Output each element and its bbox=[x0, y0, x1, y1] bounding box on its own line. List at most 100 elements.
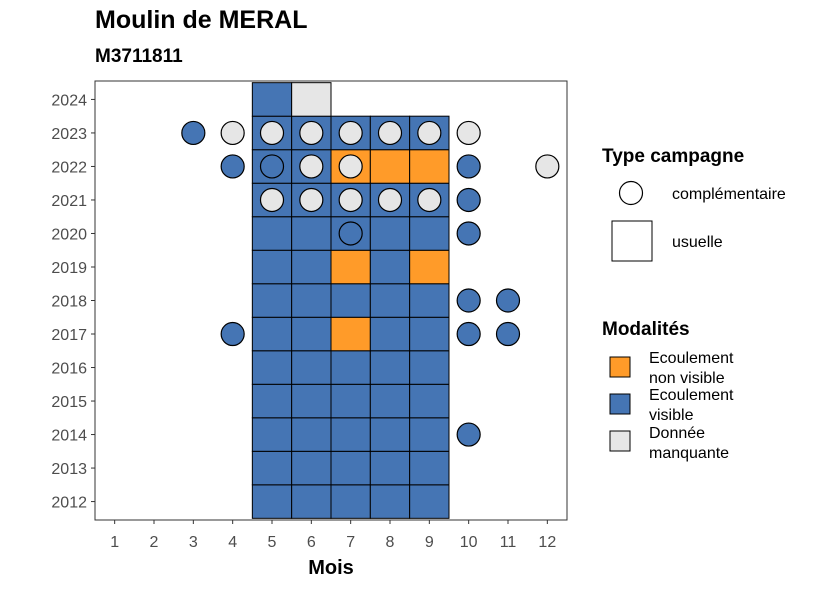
tile-2015-7 bbox=[330, 383, 371, 419]
y-tick-label-2017: 2017 bbox=[51, 327, 87, 344]
legend-label-complementaire: complémentaire bbox=[672, 186, 786, 203]
y-tick-label-2016: 2016 bbox=[51, 361, 87, 378]
tile-2018-5 bbox=[251, 283, 293, 318]
point-2022-10 bbox=[456, 154, 481, 179]
tile-2013-5 bbox=[251, 450, 293, 486]
y-tick-label-2013: 2013 bbox=[51, 461, 87, 478]
tile-2022-8 bbox=[369, 149, 411, 184]
tile-2020-5 bbox=[251, 216, 293, 251]
y-tick-label-2012: 2012 bbox=[51, 495, 87, 512]
point-2023-5 bbox=[259, 120, 285, 146]
legend-swatch-ecoulement-non-visible bbox=[609, 356, 631, 378]
tile-2020-9 bbox=[409, 216, 450, 251]
tile-2015-6 bbox=[291, 383, 332, 419]
tile-2020-6 bbox=[291, 216, 332, 251]
tile-2016-7 bbox=[330, 350, 371, 385]
chart-title: Moulin de MERAL bbox=[95, 6, 308, 34]
point-2023-10 bbox=[456, 120, 481, 146]
tile-2014-8 bbox=[369, 417, 411, 452]
tile-2018-7 bbox=[330, 283, 371, 318]
point-2017-4 bbox=[220, 321, 245, 347]
tile-2012-6 bbox=[291, 484, 332, 519]
point-2021-10 bbox=[456, 187, 481, 213]
x-axis-title: Mois bbox=[308, 557, 354, 579]
x-tick-label-10: 10 bbox=[460, 534, 478, 551]
tile-2013-6 bbox=[291, 450, 332, 486]
x-tick-label-2: 2 bbox=[150, 534, 159, 551]
tile-2018-8 bbox=[369, 283, 411, 318]
point-2023-4 bbox=[220, 120, 245, 146]
point-2023-8 bbox=[377, 120, 403, 146]
tile-2013-9 bbox=[409, 450, 450, 486]
y-tick-label-2020: 2020 bbox=[51, 226, 87, 243]
y-tick-label-2021: 2021 bbox=[51, 193, 87, 210]
legend-label-usuelle: usuelle bbox=[672, 234, 723, 251]
point-2022-5 bbox=[259, 154, 285, 179]
tile-2012-7 bbox=[330, 484, 371, 519]
y-tick-label-2022: 2022 bbox=[51, 159, 87, 176]
tile-2015-8 bbox=[369, 383, 411, 419]
tile-2014-7 bbox=[330, 417, 371, 452]
legend: Type campagne complémentaire usuelle Modali… bbox=[602, 146, 786, 462]
point-2022-7 bbox=[338, 154, 363, 179]
usuelle-tiles bbox=[251, 82, 450, 519]
tile-2012-5 bbox=[251, 484, 293, 519]
point-2021-9 bbox=[417, 187, 442, 213]
legend-swatch-ecoulement-visible bbox=[609, 393, 631, 415]
tile-2016-8 bbox=[369, 350, 411, 385]
x-tick-label-3: 3 bbox=[189, 534, 198, 551]
point-2018-10 bbox=[456, 288, 481, 313]
tile-2016-9 bbox=[409, 350, 450, 385]
x-tick-label-12: 12 bbox=[538, 534, 556, 551]
point-2021-5 bbox=[259, 187, 285, 213]
point-2020-10 bbox=[456, 221, 481, 246]
axes: 1 2 3 4 5 6 7 8 9 10 11 122012201320142015201620172… bbox=[51, 92, 556, 551]
tile-2017-6 bbox=[291, 316, 332, 352]
point-2021-7 bbox=[338, 187, 363, 213]
tile-2015-9 bbox=[409, 383, 450, 419]
tile-2024-6 bbox=[291, 82, 332, 117]
legend-key-square bbox=[611, 220, 653, 262]
tile-2017-7 bbox=[330, 316, 371, 352]
tile-2018-9 bbox=[409, 283, 450, 318]
x-tick-label-1: 1 bbox=[110, 534, 119, 551]
tile-2017-8 bbox=[369, 316, 411, 352]
point-2022-4 bbox=[220, 154, 245, 179]
point-2020-7 bbox=[338, 221, 363, 246]
tile-2013-8 bbox=[369, 450, 411, 486]
tile-2013-7 bbox=[330, 450, 371, 486]
x-tick-label-7: 7 bbox=[346, 534, 355, 551]
tile-2019-9 bbox=[409, 249, 450, 285]
y-tick-label-2024: 2024 bbox=[51, 92, 87, 109]
point-2022-12 bbox=[535, 154, 560, 179]
legend-title-type-campagne: Type campagne bbox=[602, 146, 744, 167]
x-tick-label-8: 8 bbox=[386, 534, 395, 551]
tile-2016-5 bbox=[251, 350, 293, 385]
point-2018-11 bbox=[495, 288, 521, 313]
point-2021-8 bbox=[377, 187, 403, 213]
y-tick-label-2023: 2023 bbox=[51, 126, 87, 143]
tile-2020-8 bbox=[369, 216, 411, 251]
legend-key-circle bbox=[618, 180, 644, 206]
tile-2019-6 bbox=[291, 249, 332, 285]
point-2017-11 bbox=[495, 321, 521, 347]
tile-2017-9 bbox=[409, 316, 450, 352]
tile-2017-5 bbox=[251, 316, 293, 352]
point-2014-10 bbox=[456, 422, 481, 447]
x-tick-label-9: 9 bbox=[425, 534, 434, 551]
point-2022-6 bbox=[299, 154, 324, 179]
legend-swatch-donnee-manquante bbox=[609, 430, 631, 452]
tile-2022-9 bbox=[409, 149, 450, 184]
tile-2014-6 bbox=[291, 417, 332, 452]
legend-label-ecoulement-visible: Ecoulement visible bbox=[649, 387, 734, 424]
tile-2012-8 bbox=[369, 484, 411, 519]
y-tick-label-2019: 2019 bbox=[51, 260, 87, 277]
point-2023-7 bbox=[338, 120, 363, 146]
legend-title-modalites: Modalités bbox=[602, 319, 690, 340]
x-tick-label-4: 4 bbox=[228, 534, 237, 551]
tile-2024-5 bbox=[251, 82, 293, 117]
x-tick-label-5: 5 bbox=[268, 534, 277, 551]
y-tick-label-2015: 2015 bbox=[51, 394, 87, 411]
point-2023-9 bbox=[417, 120, 442, 146]
